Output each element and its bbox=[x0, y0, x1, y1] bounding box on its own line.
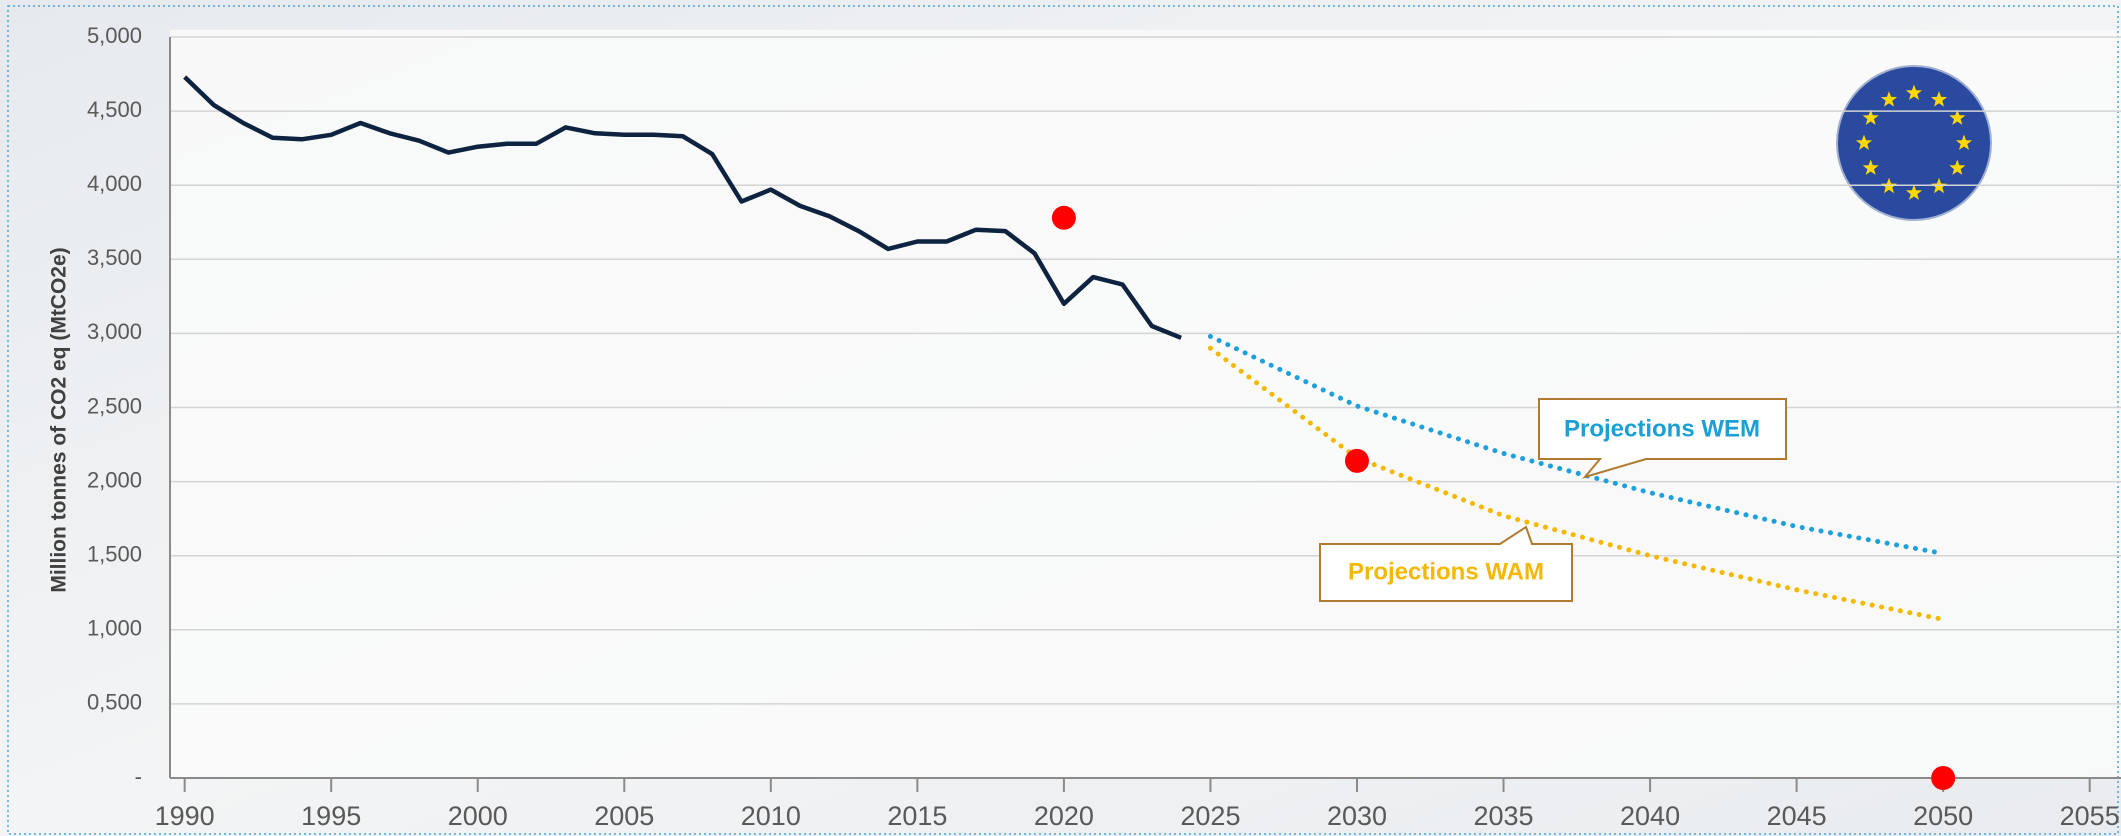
x-tick-label: 2025 bbox=[1180, 801, 1240, 831]
x-tick-label: 2020 bbox=[1034, 801, 1094, 831]
y-tick-label: 4,000 bbox=[87, 171, 142, 196]
chart: Million tonnes of CO2 eq (MtCO2e) - 0,500… bbox=[0, 0, 2121, 836]
y-tick-label: 0,500 bbox=[87, 690, 142, 715]
x-tick-label: 2045 bbox=[1767, 801, 1827, 831]
x-tick-label: 2035 bbox=[1473, 801, 1533, 831]
plot-area bbox=[170, 30, 2121, 778]
x-tick-label: 2050 bbox=[1913, 801, 1973, 831]
x-tick-label: 2010 bbox=[741, 801, 801, 831]
y-tick-label: 1,500 bbox=[87, 542, 142, 567]
y-tick-label: 3,000 bbox=[87, 319, 142, 344]
x-tick-label: 2000 bbox=[448, 801, 508, 831]
x-tick-label: 2015 bbox=[887, 801, 947, 831]
y-axis-label: Million tonnes of CO2 eq (MtCO2e) bbox=[48, 247, 71, 592]
target-point bbox=[1931, 766, 1955, 790]
x-tick-label: 1995 bbox=[301, 801, 361, 831]
x-tick-label: 1990 bbox=[155, 801, 215, 831]
y-tick-label: 1,000 bbox=[87, 616, 142, 641]
x-tick-label: 2005 bbox=[594, 801, 654, 831]
eu-flag bbox=[1837, 66, 1991, 220]
callout-wam: Projections WAM bbox=[1348, 558, 1544, 585]
y-tick-label: 2,000 bbox=[87, 467, 142, 492]
y-tick-label: 5,000 bbox=[87, 23, 142, 48]
target-point bbox=[1345, 449, 1369, 473]
x-tick-label: 2030 bbox=[1327, 801, 1387, 831]
target-point bbox=[1052, 206, 1076, 230]
x-tick-label: 2040 bbox=[1620, 801, 1680, 831]
callout-wem: Projections WEM bbox=[1564, 415, 1760, 442]
y-tick-label: 4,500 bbox=[87, 97, 142, 122]
y-tick-label: 3,500 bbox=[87, 245, 142, 270]
y-tick-label: 2,500 bbox=[87, 393, 142, 418]
x-tick-label: 2055 bbox=[2060, 801, 2120, 831]
y-tick-label: - bbox=[135, 764, 142, 789]
